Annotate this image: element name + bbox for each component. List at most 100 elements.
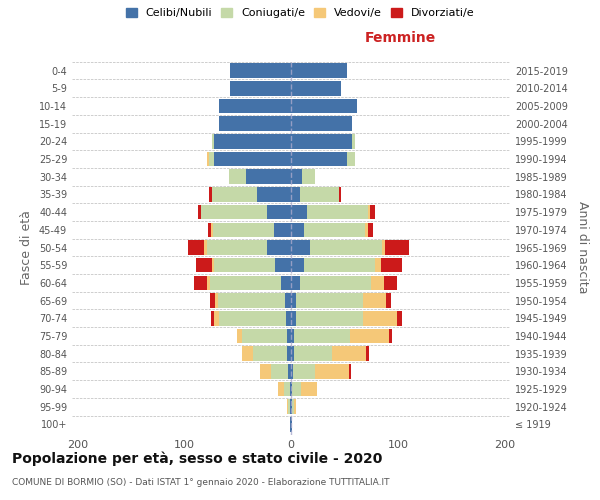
Bar <box>292 382 301 396</box>
Bar <box>287 346 291 361</box>
Bar <box>291 328 294 343</box>
Bar <box>332 346 366 361</box>
Bar <box>268 240 291 255</box>
Bar <box>314 364 349 378</box>
Bar <box>198 205 201 220</box>
Text: Popolazione per età, sesso e stato civile - 2020: Popolazione per età, sesso e stato civil… <box>12 451 382 466</box>
Bar <box>288 364 291 378</box>
Bar <box>209 152 214 166</box>
Bar <box>206 152 209 166</box>
Bar <box>370 205 376 220</box>
Bar <box>215 294 218 308</box>
Bar <box>291 222 304 237</box>
Bar <box>220 98 291 113</box>
Bar <box>291 170 302 184</box>
Bar <box>214 311 220 326</box>
Y-axis label: Anni di nascita: Anni di nascita <box>576 201 589 294</box>
Text: Femmine: Femmine <box>365 31 436 45</box>
Text: COMUNE DI BORMIO (SO) - Dati ISTAT 1° gennaio 2020 - Elaborazione TUTTITALIA.IT: COMUNE DI BORMIO (SO) - Dati ISTAT 1° ge… <box>12 478 389 487</box>
Bar <box>194 276 206 290</box>
Bar <box>291 311 296 326</box>
Bar <box>310 240 382 255</box>
Bar <box>201 205 268 220</box>
Bar <box>209 187 212 202</box>
Bar <box>389 328 392 343</box>
Bar <box>291 240 310 255</box>
Bar <box>274 222 291 237</box>
Bar <box>371 276 384 290</box>
Bar <box>397 311 402 326</box>
Bar <box>288 400 290 414</box>
Bar <box>212 187 257 202</box>
Bar <box>218 294 284 308</box>
Bar <box>290 417 291 432</box>
Bar <box>220 311 286 326</box>
Bar <box>196 258 212 272</box>
Bar <box>339 187 341 202</box>
Bar <box>307 205 368 220</box>
Bar <box>291 187 299 202</box>
Bar <box>299 187 339 202</box>
Bar <box>205 240 206 255</box>
Bar <box>284 294 291 308</box>
Bar <box>292 400 294 414</box>
Bar <box>296 311 362 326</box>
Bar <box>210 294 215 308</box>
Bar <box>304 222 365 237</box>
Bar <box>242 328 287 343</box>
Bar <box>366 346 369 361</box>
Bar <box>350 328 389 343</box>
Bar <box>304 258 376 272</box>
Bar <box>291 116 352 131</box>
Bar <box>253 346 287 361</box>
Bar <box>260 364 271 378</box>
Bar <box>291 98 357 113</box>
Bar <box>291 152 347 166</box>
Bar <box>211 311 214 326</box>
Bar <box>212 134 214 148</box>
Bar <box>206 240 268 255</box>
Bar <box>242 346 253 361</box>
Bar <box>376 258 381 272</box>
Bar <box>230 64 291 78</box>
Bar <box>188 240 205 255</box>
Bar <box>287 400 288 414</box>
Bar <box>275 258 291 272</box>
Bar <box>271 364 288 378</box>
Bar <box>382 240 385 255</box>
Bar <box>290 400 291 414</box>
Bar <box>229 170 246 184</box>
Bar <box>362 294 386 308</box>
Bar <box>291 294 296 308</box>
Bar <box>246 170 291 184</box>
Bar <box>368 205 370 220</box>
Bar <box>381 258 402 272</box>
Bar <box>302 170 314 184</box>
Bar <box>385 240 409 255</box>
Bar <box>214 258 275 272</box>
Bar <box>384 276 397 290</box>
Bar <box>294 328 350 343</box>
Bar <box>368 222 373 237</box>
Bar <box>291 134 352 148</box>
Bar <box>208 222 211 237</box>
Bar <box>291 346 294 361</box>
Bar <box>268 205 291 220</box>
Bar <box>291 400 292 414</box>
Bar <box>214 152 291 166</box>
Bar <box>257 187 291 202</box>
Legend: Celibi/Nubili, Coniugati/e, Vedovi/e, Divorziati/e: Celibi/Nubili, Coniugati/e, Vedovi/e, Di… <box>124 6 476 20</box>
Bar <box>211 222 213 237</box>
Bar <box>291 205 307 220</box>
Bar <box>213 222 274 237</box>
Bar <box>278 382 284 396</box>
Y-axis label: Fasce di età: Fasce di età <box>20 210 33 285</box>
Bar <box>284 382 290 396</box>
Bar <box>349 364 351 378</box>
Bar <box>230 81 291 96</box>
Bar <box>362 311 397 326</box>
Bar <box>291 64 347 78</box>
Bar <box>293 364 314 378</box>
Bar <box>352 134 355 148</box>
Bar <box>210 276 281 290</box>
